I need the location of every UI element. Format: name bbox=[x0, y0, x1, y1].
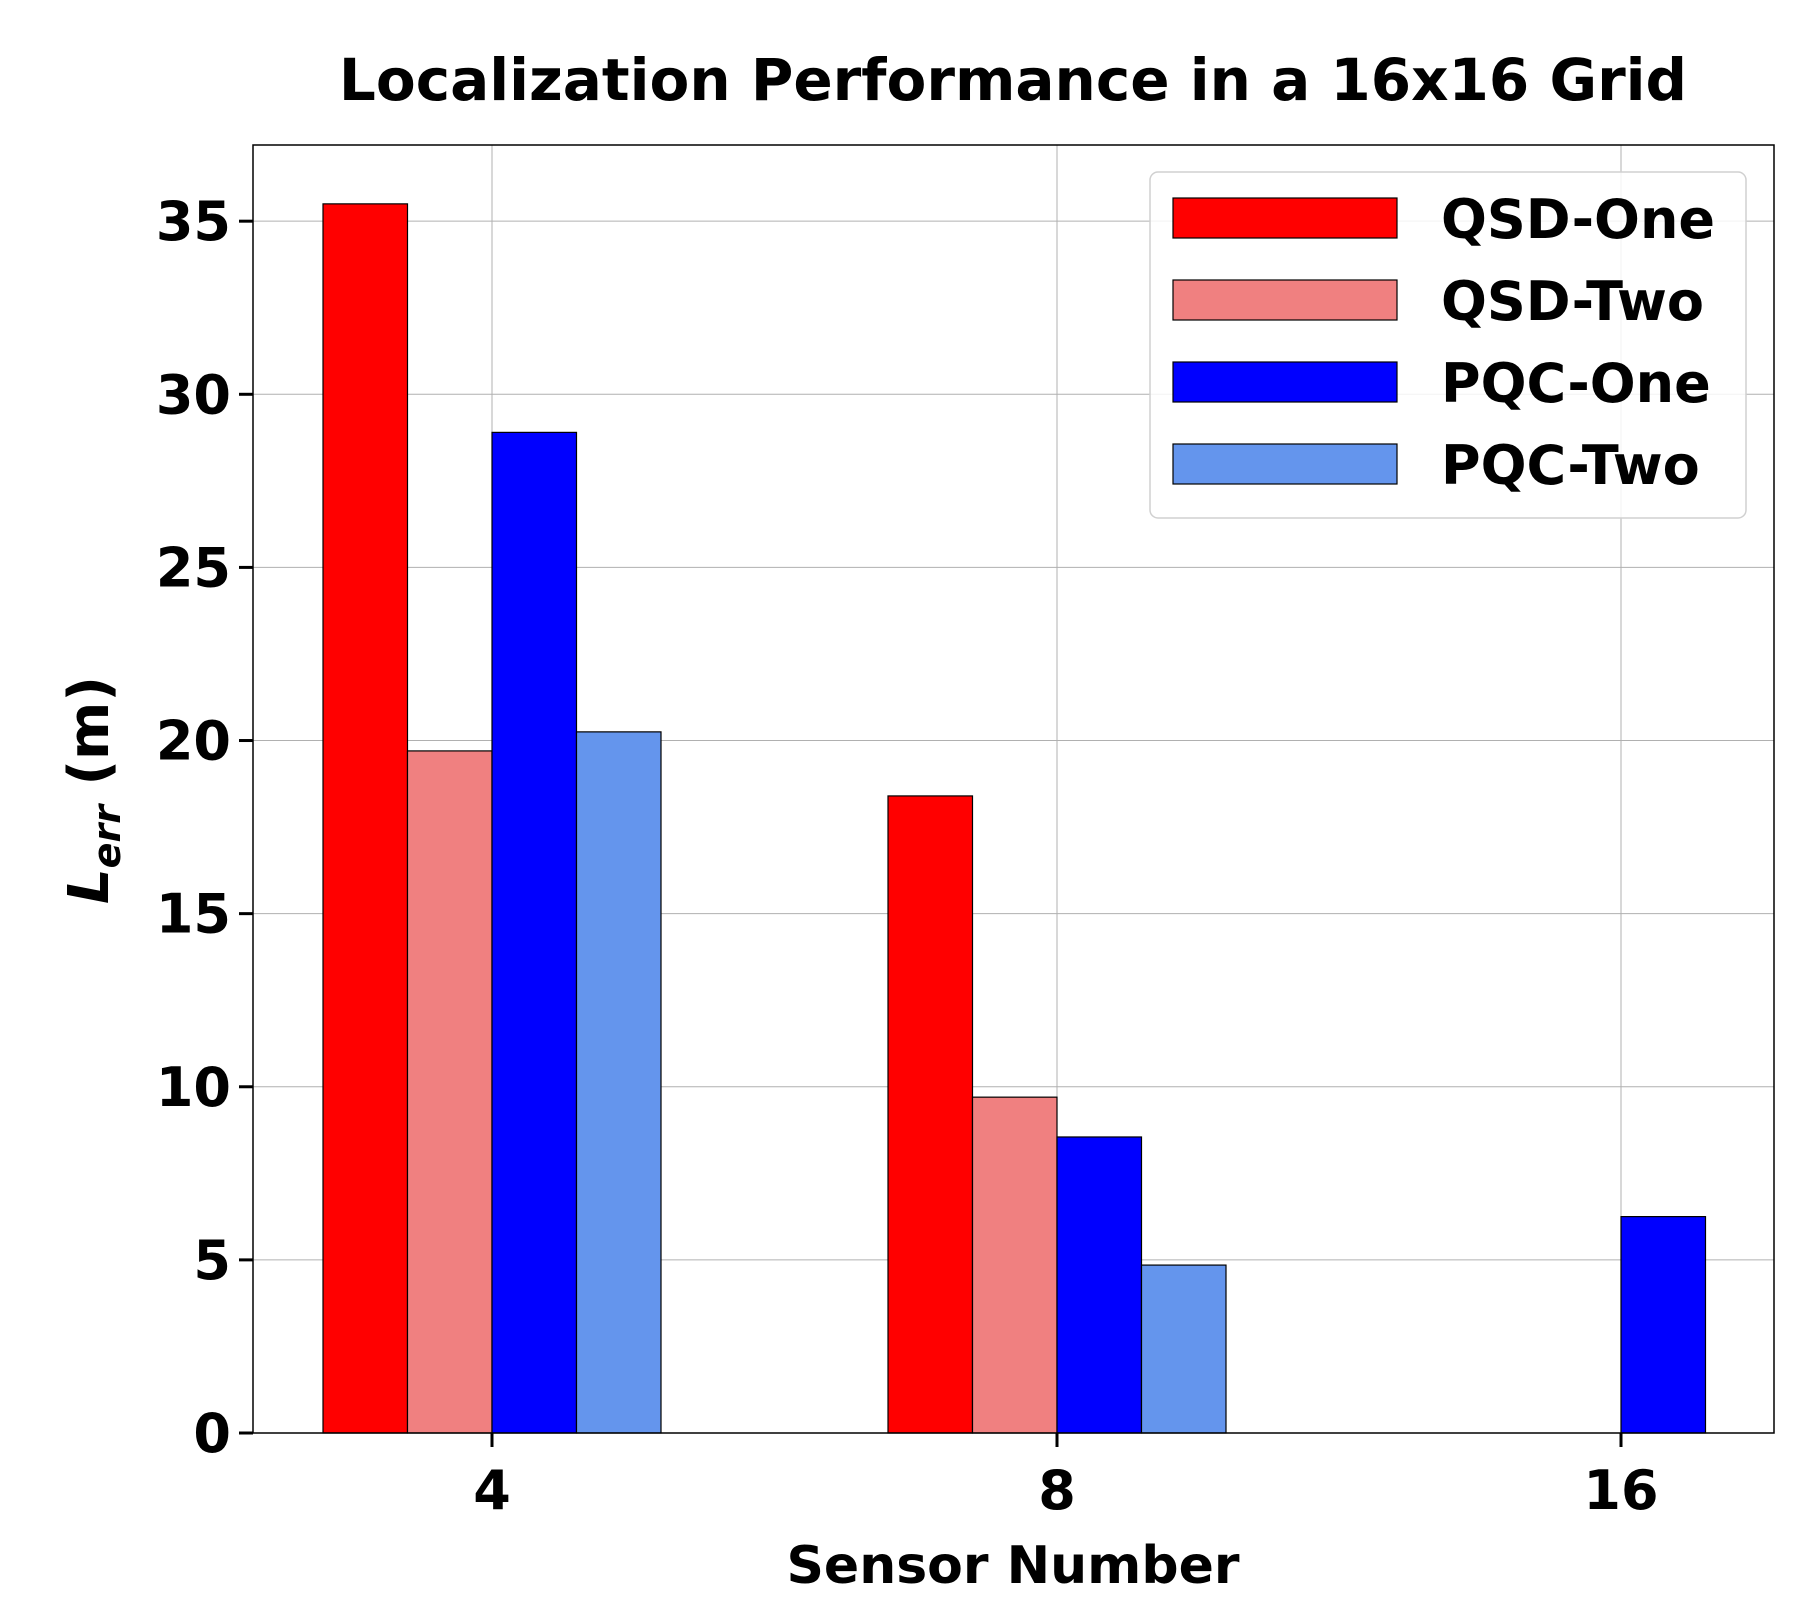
plot-frame bbox=[252, 144, 1775, 1434]
bars bbox=[322, 203, 1707, 1434]
legend: QSD-One QSD-Two PQC-One PQC-Two bbox=[1149, 171, 1747, 519]
y-tick-label: 30 bbox=[156, 363, 231, 426]
legend-label-qsd-one: QSD-One bbox=[1441, 188, 1715, 251]
y-tick-label: 0 bbox=[193, 1402, 231, 1465]
bar-pqc-one-8 bbox=[1056, 1136, 1143, 1434]
legend-swatch-qsd-one bbox=[1172, 197, 1398, 239]
y-tick-label: 35 bbox=[156, 190, 231, 253]
legend-label-pqc-one: PQC-One bbox=[1441, 352, 1711, 415]
bar-qsd-one-4 bbox=[322, 203, 409, 1434]
bar-pqc-two-8 bbox=[1140, 1264, 1227, 1434]
bar-pqc-one-16 bbox=[1620, 1216, 1707, 1434]
bar-pqc-two-4 bbox=[575, 731, 662, 1434]
y-axis-label-main: L bbox=[57, 868, 122, 904]
y-axis: 0 5 10 15 20 25 30 35 bbox=[156, 190, 253, 1465]
y-axis-label-sub: err bbox=[85, 803, 129, 869]
legend-swatch-qsd-two bbox=[1172, 279, 1398, 321]
y-tick-label: 5 bbox=[193, 1229, 231, 1292]
y-tick-label: 10 bbox=[156, 1056, 231, 1119]
bar-pqc-one-4 bbox=[491, 431, 578, 1434]
y-tick-label: 15 bbox=[156, 883, 231, 946]
legend-label-qsd-two: QSD-Two bbox=[1441, 270, 1704, 333]
x-axis: 4 8 16 bbox=[473, 1433, 1659, 1522]
legend-swatch-pqc-two bbox=[1172, 443, 1398, 485]
chart-title: Localization Performance in a 16x16 Grid bbox=[339, 46, 1687, 114]
x-axis-label: Sensor Number bbox=[786, 1536, 1239, 1596]
legend-swatch-pqc-one bbox=[1172, 361, 1398, 403]
legend-box bbox=[1149, 171, 1747, 519]
legend-label-pqc-two: PQC-Two bbox=[1441, 434, 1700, 497]
bar-qsd-two-4 bbox=[406, 750, 493, 1434]
y-axis-label-unit: (m) bbox=[57, 676, 122, 805]
x-tick-label: 4 bbox=[473, 1459, 511, 1522]
y-tick-label: 25 bbox=[156, 536, 231, 599]
y-tick-label: 20 bbox=[156, 710, 231, 773]
x-tick-label: 8 bbox=[1038, 1459, 1076, 1522]
y-axis-label: Lerr (m) bbox=[57, 676, 129, 904]
bar-qsd-two-8 bbox=[971, 1096, 1058, 1434]
x-tick-label: 16 bbox=[1583, 1459, 1658, 1522]
bar-qsd-one-8 bbox=[887, 795, 974, 1434]
